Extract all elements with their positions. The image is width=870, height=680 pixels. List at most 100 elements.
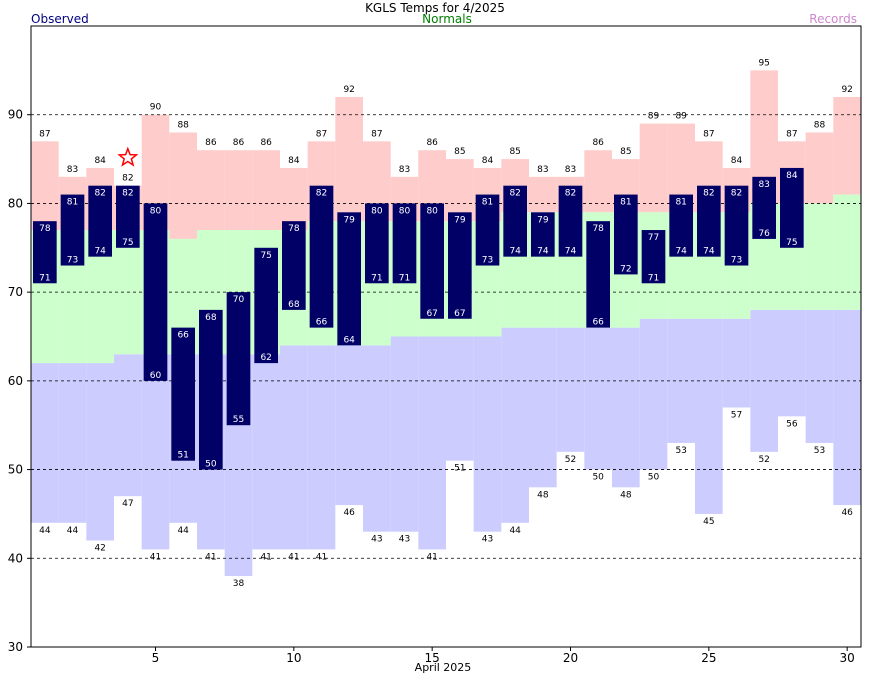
record-low-band [58,363,87,523]
y-tick-label: 70 [8,285,23,299]
observed-low-label: 75 [122,238,133,248]
observed-bar [448,212,472,319]
observed-bar [337,212,361,346]
observed-low-label: 74 [565,247,577,257]
observed-high-label: 75 [260,251,271,261]
observed-bar [503,185,527,257]
observed-high-label: 83 [758,180,769,190]
record-high-label: 87 [703,129,714,139]
observed-low-label: 73 [731,256,742,266]
x-tick-label: 30 [840,651,855,665]
record-low-band [778,309,806,417]
observed-bar [60,194,85,266]
record-low-label: 51 [454,464,465,474]
record-high-label: 84 [94,156,106,166]
observed-low-label: 51 [177,451,188,461]
observed-bar [558,185,583,257]
legend-records: Records [809,12,857,26]
record-low-band [805,309,834,443]
observed-high-label: 78 [288,224,300,234]
record-low-label: 41 [205,552,216,562]
record-low-band [473,336,502,532]
observed-bar [392,203,417,284]
record-low-label: 44 [177,526,189,536]
record-high-label: 85 [509,147,520,157]
record-low-label: 46 [841,508,853,518]
record-low-band [307,345,336,550]
observed-bar [697,185,721,257]
record-low-label: 41 [260,552,271,562]
observed-layer [33,167,804,470]
record-high-band [280,167,308,231]
record-low-label: 44 [67,526,79,536]
observed-bar [143,203,168,381]
record-low-label: 41 [288,552,299,562]
observed-bar [614,194,638,275]
record-low-band [418,336,446,550]
observed-low-label: 75 [786,238,797,248]
record-high-label: 86 [260,138,272,148]
record-low-label: 53 [675,446,686,456]
y-tick-label: 40 [8,551,23,565]
record-low-label: 57 [731,410,742,420]
record-high-label: 84 [288,156,300,166]
observed-bar [199,309,223,470]
record-high-label: 89 [675,112,687,122]
x-tick-label: 10 [286,651,301,665]
record-low-band [31,363,59,523]
record-high-band [529,176,557,213]
observed-low-label: 60 [150,371,162,381]
observed-low-label: 76 [758,229,770,239]
record-high-band [31,141,59,231]
record-high-label: 92 [841,85,852,95]
observed-bar [171,327,195,461]
observed-high-label: 79 [454,215,466,225]
observed-low-label: 68 [288,300,300,310]
record-low-label: 52 [565,455,576,465]
record-low-band [501,327,529,523]
observed-bar [780,167,804,248]
record-high-label: 84 [731,156,743,166]
observed-high-label: 82 [94,189,105,199]
y-tick-label: 60 [8,374,23,388]
record-low-label: 43 [371,535,382,545]
x-tick-label: 20 [563,651,578,665]
observed-low-label: 71 [648,273,659,283]
chart-title: KGLS Temps for 4/2025 [365,1,505,15]
star-icon [117,146,139,167]
observed-high-label: 70 [233,295,245,305]
legend-observed: Observed [31,12,89,26]
observed-bar [254,247,278,364]
record-high-label: 83 [537,165,548,175]
observed-high-label: 80 [150,206,162,216]
record-high-label: 88 [177,120,189,130]
observed-low-label: 66 [592,318,604,328]
record-low-label: 38 [233,579,245,589]
record-high-label: 86 [233,138,245,148]
record-low-band [639,318,668,470]
record-low-band [446,336,474,461]
observed-low-label: 73 [67,256,78,266]
record-high-label: 86 [426,138,438,148]
grid-layer [31,114,861,559]
record-low-label: 41 [426,552,437,562]
observed-bar [475,194,500,266]
record-high-band [805,132,834,204]
record-high-band [584,150,612,213]
record-high-label: 87 [786,129,797,139]
record-low-band [280,345,308,550]
observed-high-label: 77 [648,233,659,243]
x-axis-label: April 2025 [415,661,472,674]
observed-bar [724,185,749,266]
record-low-label: 41 [316,552,327,562]
observed-high-label: 68 [205,313,217,323]
record-low-band [695,318,723,514]
observed-high-label: 80 [371,206,383,216]
record-high-label: 86 [205,138,217,148]
record-low-band [556,327,585,452]
x-tick-label: 5 [152,651,160,665]
record-high-label: 88 [814,120,826,130]
observed-low-label: 67 [426,309,437,319]
record-high-label: 95 [758,58,769,68]
